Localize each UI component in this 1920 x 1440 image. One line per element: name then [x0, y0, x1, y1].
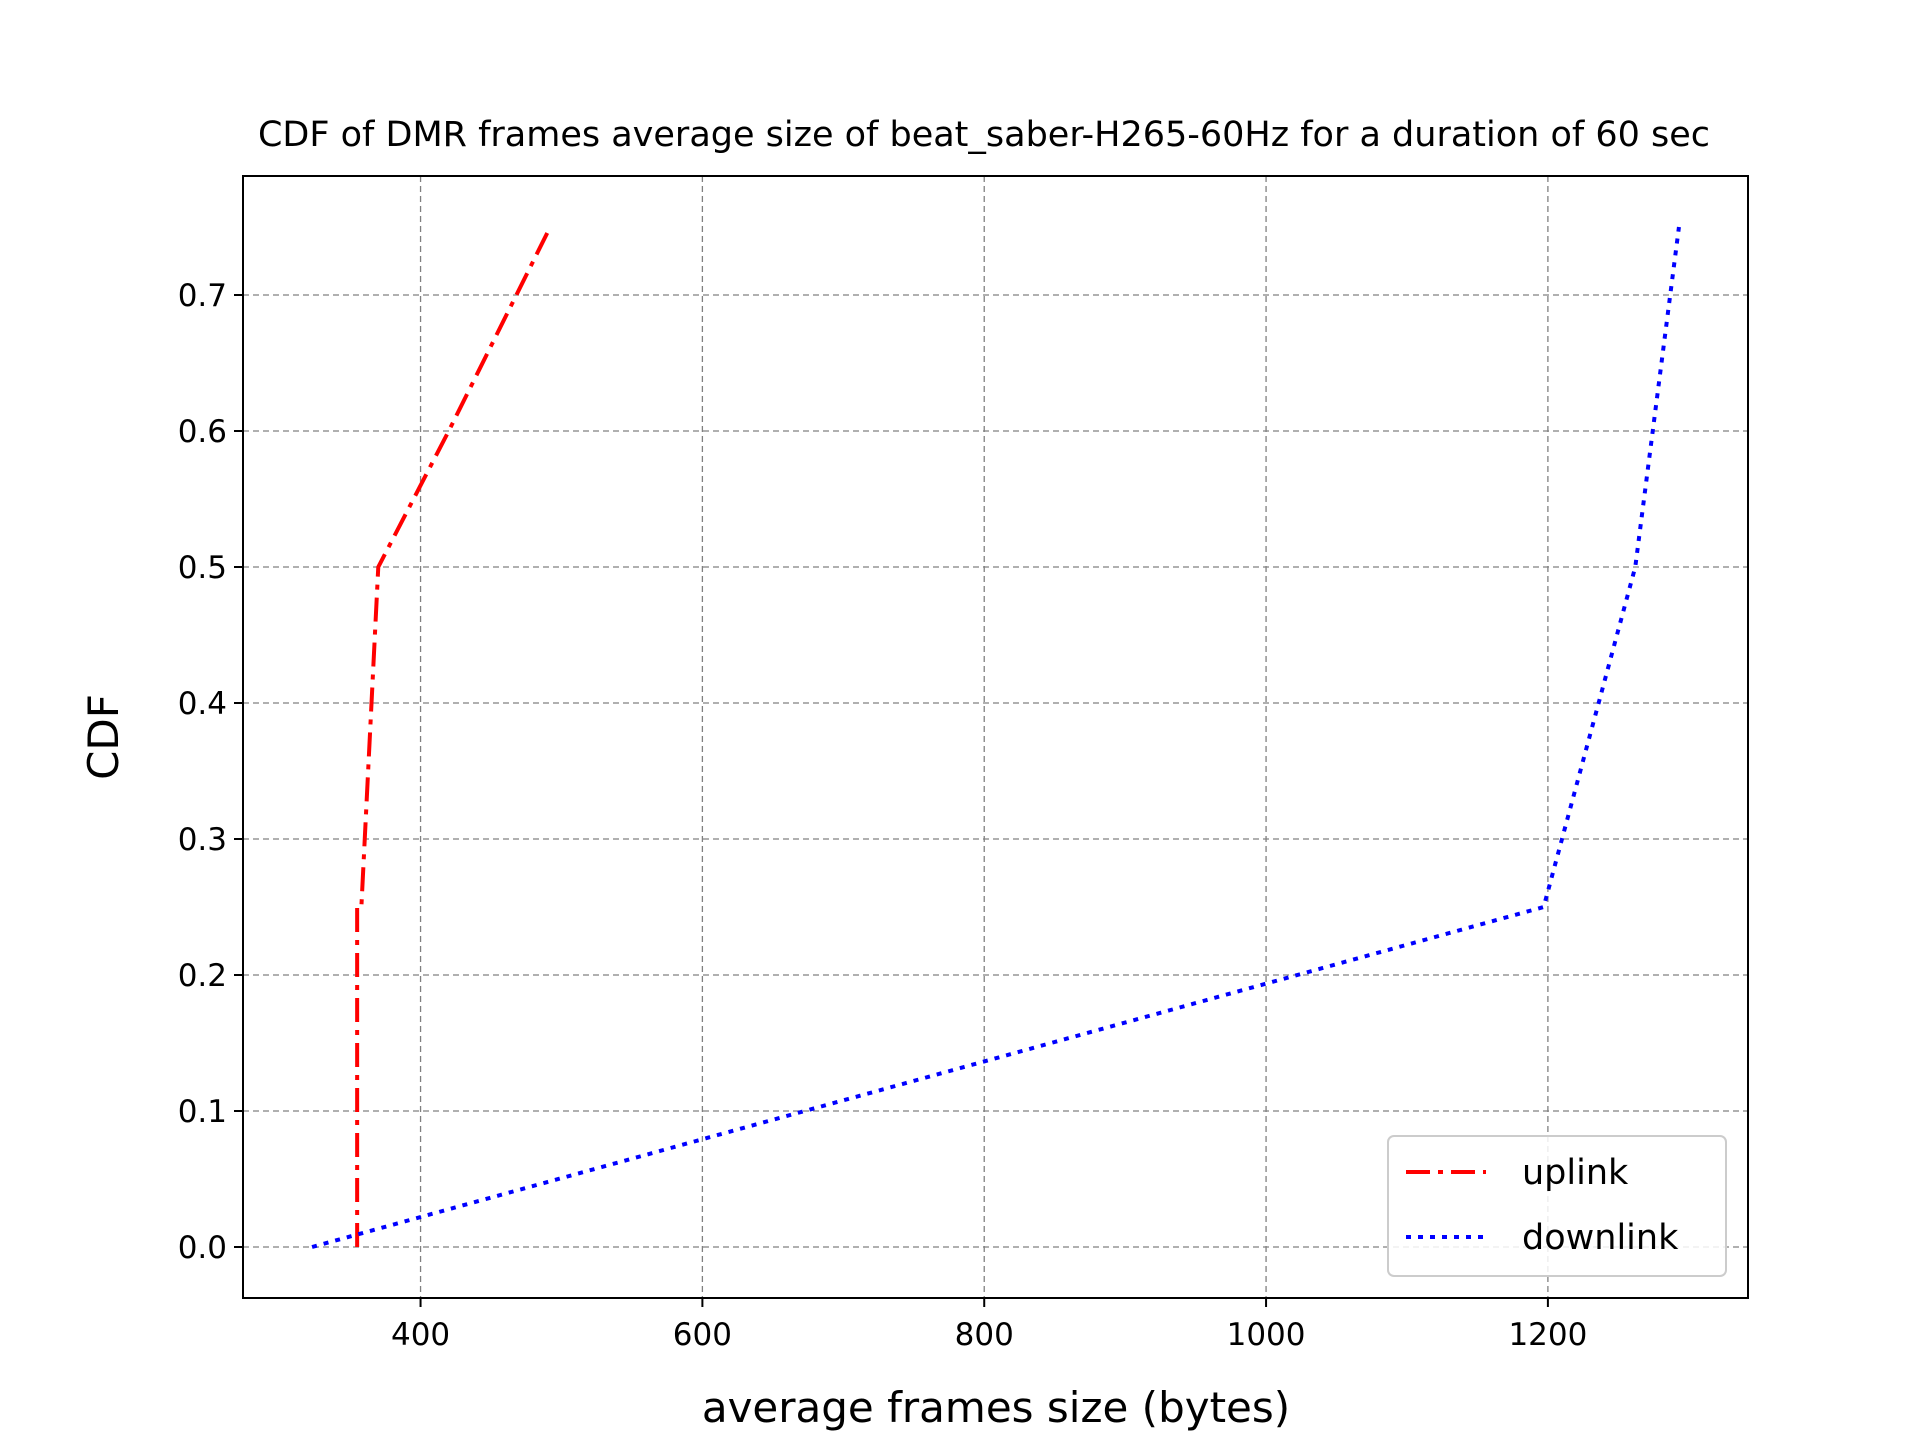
series-layer	[311, 226, 1681, 1249]
series-line-uplink	[355, 226, 552, 1247]
y-tick-label-0.0: 0.0	[178, 1230, 227, 1266]
series-line-downlink	[311, 226, 1681, 1249]
legend-label-uplink: uplink	[1522, 1153, 1629, 1193]
plot-frame	[242, 175, 1749, 1299]
chart-title: CDF of DMR frames average size of beat_s…	[258, 115, 1710, 155]
y-tick-label-0.1: 0.1	[178, 1094, 227, 1130]
x-tick-label-1200: 1200	[1508, 1317, 1587, 1353]
y-tick-label-0.5: 0.5	[178, 550, 227, 586]
y-axis-title: CDF	[79, 694, 128, 780]
x-tick-label-600: 600	[673, 1317, 732, 1353]
legend-label-downlink: downlink	[1522, 1218, 1679, 1258]
y-tick-label-0.3: 0.3	[178, 822, 227, 858]
y-tick-label-0.4: 0.4	[178, 686, 227, 722]
y-tick-label-0.2: 0.2	[178, 958, 227, 994]
x-tick-label-400: 400	[391, 1317, 450, 1353]
y-axis-ticks: 0.0 0.1 0.2 0.3 0.4 0.5 0.6 0.7	[178, 278, 243, 1266]
y-tick-label-0.6: 0.6	[178, 414, 227, 450]
x-tick-label-1000: 1000	[1227, 1317, 1306, 1353]
x-axis-ticks: 400 600 800 1000 1200	[391, 1298, 1587, 1353]
legend: uplink downlink	[1387, 1135, 1727, 1277]
x-axis-title: average frames size (bytes)	[702, 1383, 1290, 1432]
y-tick-label-0.7: 0.7	[178, 278, 227, 314]
grid-lines	[243, 176, 1748, 1298]
x-tick-label-800: 800	[955, 1317, 1014, 1353]
